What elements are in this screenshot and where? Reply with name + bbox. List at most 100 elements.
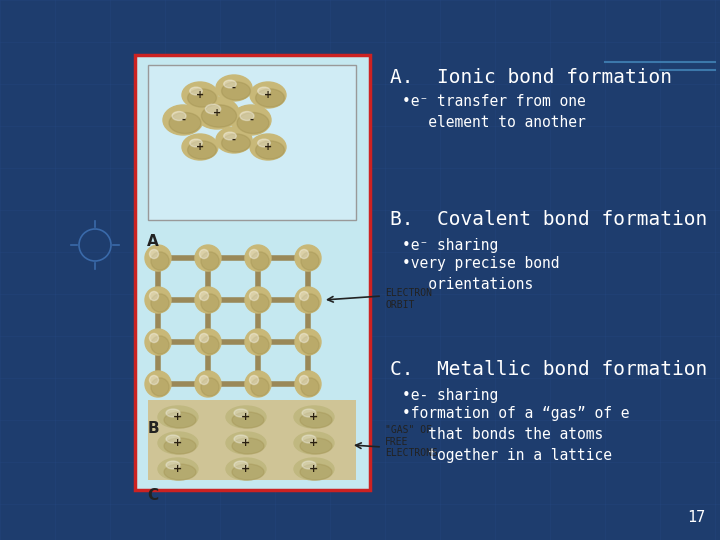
Text: 17: 17 [687,510,705,525]
Ellipse shape [294,458,334,480]
Text: •e⁻ transfer from one
   element to another: •e⁻ transfer from one element to another [402,94,586,130]
Text: A: A [147,234,159,249]
Ellipse shape [216,127,252,153]
Circle shape [199,375,209,384]
Ellipse shape [158,458,198,480]
Circle shape [300,249,309,259]
Ellipse shape [258,139,270,147]
Text: B: B [147,421,159,436]
Circle shape [201,378,219,396]
Circle shape [301,378,319,396]
Ellipse shape [300,412,332,428]
Circle shape [199,333,209,342]
Ellipse shape [205,104,221,114]
Circle shape [249,375,258,384]
Ellipse shape [182,134,218,160]
Text: +: + [241,464,251,474]
Ellipse shape [166,409,180,417]
Circle shape [151,252,169,270]
Ellipse shape [231,105,271,135]
Bar [135,55,370,490]
Ellipse shape [224,80,236,88]
Circle shape [249,249,258,259]
Ellipse shape [258,87,270,95]
Circle shape [150,249,158,259]
Ellipse shape [216,75,252,101]
Text: +: + [174,412,183,422]
Ellipse shape [300,438,332,454]
Ellipse shape [237,112,269,133]
Circle shape [245,245,271,271]
Text: +: + [310,438,319,448]
Circle shape [201,336,219,354]
Ellipse shape [182,82,218,108]
Text: •formation of a “gas” of e
   that bonds the atoms
   together in a lattice: •formation of a “gas” of e that bonds th… [402,406,629,463]
Text: ELECTRON
ORBIT: ELECTRON ORBIT [385,288,432,309]
Ellipse shape [232,464,264,480]
Circle shape [145,287,171,313]
Text: +: + [213,108,221,118]
Circle shape [251,336,269,354]
Circle shape [251,294,269,312]
Circle shape [199,249,209,259]
Ellipse shape [158,432,198,454]
Ellipse shape [250,82,286,108]
Ellipse shape [172,111,186,120]
Ellipse shape [188,141,217,159]
Text: +: + [196,90,204,100]
Ellipse shape [189,87,202,95]
Ellipse shape [188,89,217,107]
Text: "GAS" OF
FREE
ELECTRONS: "GAS" OF FREE ELECTRONS [385,425,438,458]
Ellipse shape [234,435,248,443]
Circle shape [201,294,219,312]
Circle shape [201,252,219,270]
Ellipse shape [195,97,239,129]
Text: B.  Covalent bond formation: B. Covalent bond formation [390,210,707,229]
Ellipse shape [302,435,316,443]
Ellipse shape [232,412,264,428]
Text: •very precise bond
   orientations: •very precise bond orientations [402,256,559,292]
Text: -: - [249,115,253,125]
Circle shape [295,329,321,355]
Ellipse shape [302,461,316,469]
Circle shape [245,287,271,313]
Ellipse shape [224,132,236,140]
Text: A.  Ionic bond formation: A. Ionic bond formation [390,68,672,87]
Circle shape [301,294,319,312]
Text: C: C [148,488,158,503]
Circle shape [145,371,171,397]
Ellipse shape [226,458,266,480]
Circle shape [251,378,269,396]
Text: +: + [174,464,183,474]
Ellipse shape [234,409,248,417]
Text: +: + [264,142,272,152]
Ellipse shape [294,406,334,428]
Ellipse shape [169,112,201,133]
Circle shape [195,329,221,355]
Circle shape [150,375,158,384]
Ellipse shape [164,438,196,454]
Text: +: + [264,90,272,100]
Ellipse shape [164,412,196,428]
Bar [148,400,356,480]
Circle shape [251,252,269,270]
Ellipse shape [302,409,316,417]
Circle shape [151,294,169,312]
Circle shape [195,287,221,313]
Circle shape [301,336,319,354]
Text: C.  Metallic bond formation: C. Metallic bond formation [390,360,707,379]
Text: +: + [310,412,319,422]
Ellipse shape [166,435,180,443]
Circle shape [195,371,221,397]
Circle shape [245,371,271,397]
Text: -: - [232,135,236,145]
Circle shape [249,292,258,301]
Circle shape [300,292,309,301]
Circle shape [249,333,258,342]
Ellipse shape [164,464,196,480]
Ellipse shape [189,139,202,147]
Ellipse shape [202,105,237,127]
Ellipse shape [222,134,251,152]
Ellipse shape [226,432,266,454]
Ellipse shape [294,432,334,454]
